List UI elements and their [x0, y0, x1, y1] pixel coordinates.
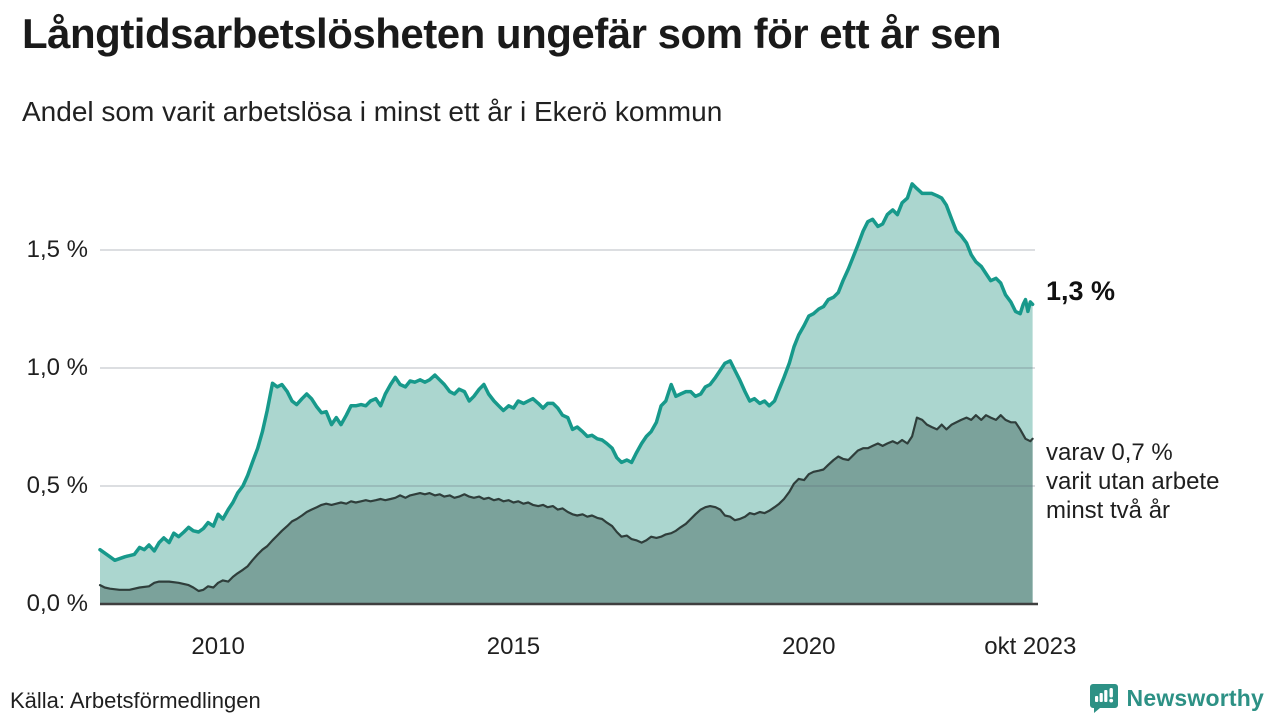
- x-tick-label: 2020: [782, 633, 836, 660]
- chart-subtitle: Andel som varit arbetslösa i minst ett å…: [22, 96, 723, 127]
- annotation-line: varit utan arbete: [1046, 468, 1220, 495]
- latest-value-label: 1,3 %: [1046, 276, 1116, 306]
- y-tick-label: 1,5 %: [26, 236, 88, 263]
- newsworthy-logo-text: Newsworthy: [1126, 684, 1264, 711]
- source-note: Källa: Arbetsförmedlingen: [10, 688, 261, 713]
- y-tick-label: 1,0 %: [26, 354, 88, 381]
- newsworthy-logo-icon: [1089, 684, 1118, 713]
- dark-series-annotation: varav 0,7 % varit utan arbete minst två år: [1046, 438, 1219, 525]
- x-tick-label: 2010: [191, 633, 245, 660]
- x-tick-label: 2015: [486, 633, 541, 660]
- annotation-line: varav 0,7 %: [1046, 439, 1173, 466]
- page-title: Långtidsarbetslösheten ungefär som för e…: [22, 10, 1002, 57]
- newsworthy-logo: Newsworthy: [1088, 682, 1264, 714]
- y-tick-label: 0,5 %: [26, 472, 88, 499]
- series-line: [98, 182, 1035, 563]
- y-tick-label: 0,0 %: [26, 590, 88, 617]
- x-tick-label: okt 2023: [984, 633, 1077, 660]
- series-line: [98, 414, 1034, 593]
- area-fill-1: [100, 415, 1033, 604]
- annotation-line: minst två år: [1046, 497, 1171, 524]
